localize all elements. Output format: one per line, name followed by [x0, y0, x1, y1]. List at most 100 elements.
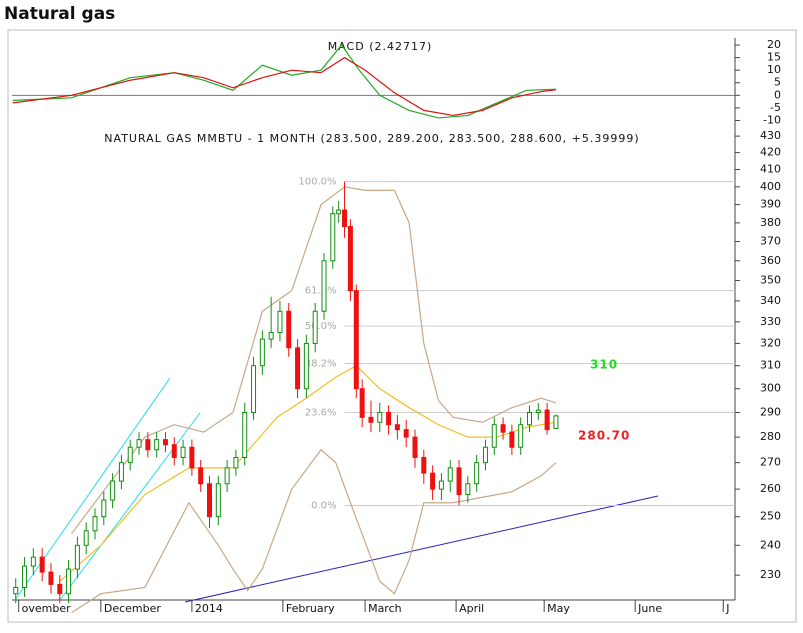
y-tick-label: -5	[770, 101, 781, 114]
y-tick-label: 340	[760, 294, 781, 307]
candle-body	[286, 310, 292, 349]
annotation: 310	[590, 358, 618, 372]
y-tick-label: 240	[760, 538, 781, 551]
candle-body	[447, 467, 453, 482]
candle-body	[526, 412, 532, 426]
y-tick-label: 430	[760, 129, 781, 142]
y-tick-label: 250	[760, 510, 781, 523]
trend-line	[184, 495, 659, 603]
candle-body	[312, 310, 318, 344]
candle-body	[180, 446, 186, 458]
candle-body	[377, 412, 383, 423]
candle-body	[154, 439, 160, 451]
chart-frame	[7, 29, 797, 623]
candle-body	[336, 209, 342, 215]
candle-body	[482, 446, 488, 464]
y-tick-label: 260	[760, 482, 781, 495]
candle-body	[303, 342, 309, 390]
y-tick-label: -10	[763, 113, 781, 126]
candle-body	[500, 424, 506, 433]
candle-body	[403, 429, 409, 438]
candle-body	[259, 338, 265, 367]
candle-body	[430, 472, 436, 490]
page-title: Natural gas	[4, 4, 115, 24]
candle-body	[215, 483, 221, 518]
candle-body	[145, 439, 151, 451]
candle-body	[22, 565, 28, 588]
x-tick-label: December	[104, 602, 162, 615]
fib-label: 0.0%	[311, 501, 336, 512]
candle-body	[39, 556, 45, 573]
candle-body	[268, 332, 274, 340]
x-tick-label: J	[725, 602, 729, 615]
overlay-line	[59, 364, 557, 582]
candle-body	[394, 424, 400, 431]
x-tick-label: May	[547, 602, 570, 615]
candle-body	[171, 444, 177, 458]
candle-body	[66, 568, 72, 595]
candle-body	[347, 226, 353, 292]
candle-body	[127, 446, 133, 464]
fib-label: 100.0%	[298, 177, 336, 188]
x-tick-label: 2014	[195, 602, 223, 615]
y-tick-label: 280	[760, 430, 781, 443]
candle-body	[386, 412, 392, 426]
y-tick-label: 330	[760, 315, 781, 328]
x-tick-label: June	[637, 602, 662, 615]
y-tick-label: 370	[760, 235, 781, 248]
y-tick-label: 290	[760, 406, 781, 419]
candle-body	[224, 467, 230, 485]
candle-body	[83, 530, 89, 546]
chart-title: NATURAL GAS MMBTU - 1 MONTH (283.500, 28…	[104, 132, 639, 145]
candle-body	[368, 416, 374, 423]
candle-body	[92, 516, 98, 532]
candle-body	[544, 409, 550, 431]
overlay-line	[71, 448, 557, 614]
y-tick-label: 15	[767, 51, 781, 64]
y-tick-label: 350	[760, 274, 781, 287]
macd-line	[12, 56, 556, 117]
candle-body	[509, 431, 515, 448]
candle-body	[233, 456, 239, 469]
candle-body	[456, 467, 462, 496]
macd-line	[12, 44, 556, 119]
y-tick-label: 270	[760, 456, 781, 469]
candle-body	[74, 544, 80, 570]
y-tick-label: 310	[760, 359, 781, 372]
fib-label: 38.2%	[305, 358, 337, 369]
x-tick-label: April	[459, 602, 484, 615]
candle-body	[136, 439, 142, 448]
candle-body	[57, 583, 63, 595]
candle-body	[206, 483, 212, 518]
candle-body	[342, 209, 348, 228]
candle-body	[162, 439, 168, 446]
x-tick-label: ovember	[22, 602, 71, 615]
channel-line	[59, 412, 201, 601]
fib-label: 61.8%	[305, 286, 337, 297]
overlay-line	[71, 186, 557, 535]
candle-body	[353, 290, 359, 390]
fib-label: 50.0%	[305, 321, 337, 332]
y-tick-label: 390	[760, 198, 781, 211]
candle-body	[491, 424, 497, 448]
candle-body	[101, 499, 107, 518]
candle-body	[421, 456, 427, 474]
candle-body	[553, 415, 559, 429]
y-tick-label: 400	[760, 180, 781, 193]
candle-body	[330, 213, 336, 262]
y-tick-label: 0	[774, 88, 781, 101]
channel-line	[14, 377, 171, 601]
y-tick-label: 300	[760, 382, 781, 395]
y-tick-label: 360	[760, 254, 781, 267]
candle-body	[118, 462, 124, 482]
candle-body	[321, 260, 327, 312]
candle-body	[13, 586, 19, 595]
candle-body	[48, 571, 54, 585]
macd-title: MACD (2.42717)	[328, 40, 433, 53]
candle-body	[412, 436, 418, 458]
candle-body	[295, 347, 301, 390]
y-tick-label: 10	[767, 63, 781, 76]
y-tick-label: 20	[767, 38, 781, 51]
candle-body	[518, 424, 524, 448]
